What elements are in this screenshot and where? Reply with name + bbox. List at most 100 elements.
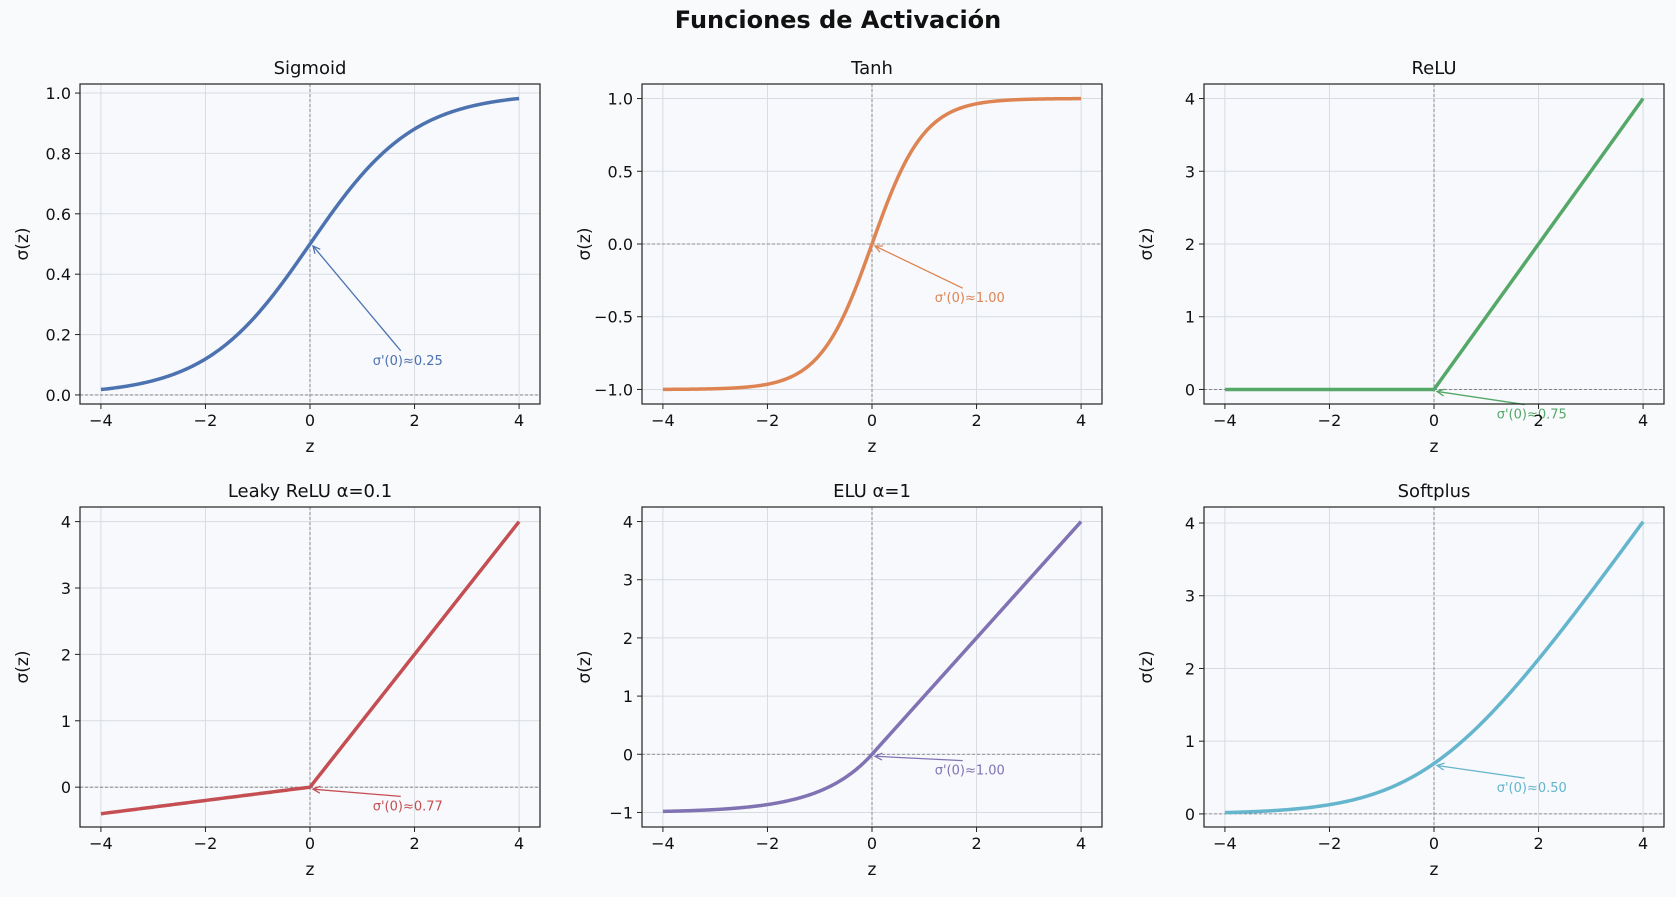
x-axis-label: z xyxy=(868,437,877,457)
y-tick-label: −1 xyxy=(609,803,633,822)
y-tick-label: 0 xyxy=(1185,380,1195,399)
subplot-title: ReLU xyxy=(1411,58,1456,79)
x-tick-label: 2 xyxy=(1533,834,1543,853)
y-tick-label: 0.0 xyxy=(46,386,71,405)
subplot-2: σ'(0)≈0.75 −4 −2 0 2 4 0 1 2 3 4 ReLU z σ(z) xyxy=(1137,58,1665,457)
y-tick-label: 0 xyxy=(623,745,633,764)
x-axis-label: z xyxy=(868,860,877,880)
subplot-title: Sigmoid xyxy=(274,58,347,79)
x-tick-label: 0 xyxy=(1429,411,1439,430)
y-tick-label: 2 xyxy=(1185,659,1195,678)
x-tick-label: 2 xyxy=(409,411,419,430)
x-tick-label: −4 xyxy=(651,834,675,853)
y-tick-label: 4 xyxy=(623,513,633,532)
y-tick-label: 0.6 xyxy=(46,205,71,224)
y-tick-label: 2 xyxy=(61,645,71,664)
x-tick-label: −4 xyxy=(1213,834,1237,853)
series-line xyxy=(662,520,1083,814)
x-tick-label: 0 xyxy=(305,411,315,430)
x-tick-label: −4 xyxy=(89,411,113,430)
annotation-arrowhead xyxy=(1435,762,1445,771)
y-tick-label: 1 xyxy=(1185,308,1195,327)
y-tick-label: 2 xyxy=(1185,235,1195,254)
annotation-label: σ'(0)≈0.77 xyxy=(373,799,443,814)
series-line xyxy=(100,96,520,392)
series-line xyxy=(100,520,521,816)
y-tick-label: 0.2 xyxy=(46,326,71,345)
y-tick-label: 3 xyxy=(1185,587,1195,606)
y-tick-label: 1.0 xyxy=(608,90,633,109)
x-axis-label: z xyxy=(1430,860,1439,880)
x-tick-label: −4 xyxy=(1213,411,1237,430)
subplot-1: σ'(0)≈1.00 −4 −2 0 2 4 −1.0 −0.5 0.0 0.5 1.0 Tanh z σ… xyxy=(575,58,1103,457)
y-tick-label: 0.4 xyxy=(46,265,71,284)
subplot-title: Softplus xyxy=(1398,481,1471,502)
series-line xyxy=(1224,97,1645,392)
series-line xyxy=(662,96,1082,392)
subplot-3: σ'(0)≈0.77 −4 −2 0 2 4 0 1 2 3 4 Leaky ReLU α=0.1 z σ… xyxy=(13,481,541,880)
y-tick-label: 2 xyxy=(623,629,633,648)
x-axis-label: z xyxy=(306,437,315,457)
annotation-arrow xyxy=(1436,764,1525,779)
y-tick-label: 3 xyxy=(1185,162,1195,181)
y-tick-label: 0.8 xyxy=(46,144,71,163)
x-axis-label: z xyxy=(1430,437,1439,457)
x-tick-label: 2 xyxy=(971,834,981,853)
series-line xyxy=(1224,520,1645,815)
annotation-arrowhead xyxy=(873,245,884,253)
annotation-arrow xyxy=(312,788,401,798)
x-tick-label: 2 xyxy=(409,834,419,853)
y-axis-label: σ(z) xyxy=(13,651,33,684)
annotation-arrow xyxy=(1436,390,1525,406)
subplot-title: Leaky ReLU α=0.1 xyxy=(228,481,392,502)
x-axis-label: z xyxy=(306,860,315,880)
annotation-label: σ'(0)≈1.00 xyxy=(935,764,1005,779)
x-tick-label: 2 xyxy=(1533,411,1543,430)
annotation-arrowhead xyxy=(873,752,883,761)
annotation-arrowhead xyxy=(1435,388,1445,397)
annotation-label: σ'(0)≈0.75 xyxy=(1497,408,1567,423)
annotation-arrowhead xyxy=(311,785,321,794)
x-tick-label: −2 xyxy=(756,834,780,853)
y-axis-label: σ(z) xyxy=(1137,651,1157,684)
y-tick-label: 4 xyxy=(1185,90,1195,109)
x-tick-label: −4 xyxy=(651,411,675,430)
annotation-arrow xyxy=(312,245,402,352)
subplot-5: σ'(0)≈0.50 −4 −2 0 2 4 0 1 2 3 4 Softplus z σ(z) xyxy=(1137,481,1665,880)
y-tick-label: 1.0 xyxy=(46,84,71,103)
x-tick-label: 0 xyxy=(1429,834,1439,853)
y-tick-label: 4 xyxy=(1185,514,1195,533)
x-tick-label: 4 xyxy=(1638,834,1648,853)
y-tick-label: 0.0 xyxy=(608,235,633,254)
x-tick-label: −2 xyxy=(194,411,218,430)
annotation-arrowhead xyxy=(312,244,321,254)
subplot-4: σ'(0)≈1.00 −4 −2 0 2 4 −1 0 1 2 3 4 ELU α=1 z σ(z) xyxy=(575,481,1103,880)
annotation-label: σ'(0)≈0.25 xyxy=(373,354,443,369)
subplot-title: Tanh xyxy=(850,58,893,79)
annotation-label: σ'(0)≈0.50 xyxy=(1497,781,1567,796)
y-tick-label: 4 xyxy=(61,513,71,532)
y-tick-label: 3 xyxy=(61,579,71,598)
y-tick-label: 0 xyxy=(61,778,71,797)
subplot-title: ELU α=1 xyxy=(833,481,911,502)
x-tick-label: 2 xyxy=(971,411,981,430)
y-tick-label: 1 xyxy=(1185,732,1195,751)
x-tick-label: −2 xyxy=(1318,411,1342,430)
y-axis-label: σ(z) xyxy=(1137,228,1157,261)
y-tick-label: 3 xyxy=(623,571,633,590)
y-tick-label: −1.0 xyxy=(594,380,633,399)
x-tick-label: −4 xyxy=(89,834,113,853)
x-tick-label: 4 xyxy=(1076,834,1086,853)
y-tick-label: 0.5 xyxy=(608,162,633,181)
x-tick-label: −2 xyxy=(756,411,780,430)
x-tick-label: −2 xyxy=(194,834,218,853)
y-tick-label: −0.5 xyxy=(594,308,633,327)
y-axis-label: σ(z) xyxy=(13,228,33,261)
subplot-0: σ'(0)≈0.25 −4 −2 0 2 4 0.0 0.2 0.4 0.6 0.8 1.0 Sigmo… xyxy=(13,58,541,457)
y-axis-label: σ(z) xyxy=(575,228,595,261)
x-tick-label: 4 xyxy=(1638,411,1648,430)
x-tick-label: 0 xyxy=(867,834,877,853)
y-tick-label: 0 xyxy=(1185,805,1195,824)
y-tick-label: 1 xyxy=(61,712,71,731)
